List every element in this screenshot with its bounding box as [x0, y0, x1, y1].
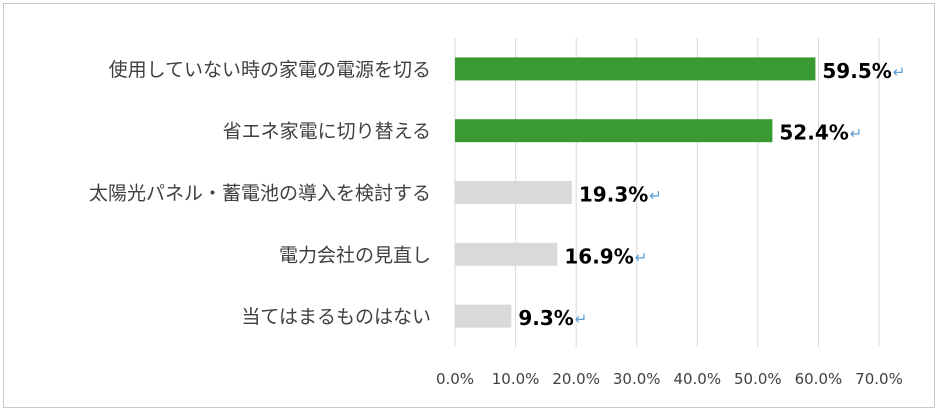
bar	[455, 119, 773, 143]
x-tick-label: 40.0%	[673, 370, 721, 388]
category-labels: 使用していない時の家電の電源を切る省エネ家電に切り替える太陽光パネル・蓄電池の導…	[89, 59, 431, 328]
gridlines	[454, 38, 880, 347]
return-mark-icon: ↵	[649, 187, 662, 205]
bar	[455, 181, 572, 204]
return-mark-icon: ↵	[850, 125, 863, 143]
data-labels: 59.5% ↵52.4% ↵19.3% ↵16.9% ↵9.3% ↵	[518, 59, 905, 330]
x-tick-label: 70.0%	[855, 370, 903, 388]
category-label: 電力会社の見直し	[279, 244, 431, 266]
category-label: 当てはまるものはない	[241, 306, 431, 328]
x-tick-label: 0.0%	[436, 370, 474, 388]
category-label: 使用していない時の家電の電源を切る	[109, 59, 431, 81]
bar	[455, 304, 512, 328]
bars	[455, 57, 816, 328]
x-tick-label: 50.0%	[734, 370, 782, 388]
x-tick-labels: 0.0% 10.0% 20.0% 30.0% 40.0% 50.0% 60.0% 70.0%	[436, 370, 903, 388]
x-tick-label: 30.0%	[613, 370, 661, 388]
data-label: 59.5%	[822, 59, 891, 83]
data-label: 19.3%	[579, 183, 648, 207]
return-mark-icon: ↵	[635, 248, 648, 266]
category-label: 省エネ家電に切り替える	[223, 121, 431, 143]
bar	[455, 57, 816, 81]
category-label: 太陽光パネル・蓄電池の導入を検討する	[89, 183, 431, 205]
data-label: 16.9%	[564, 244, 633, 268]
x-tick-label: 60.0%	[795, 370, 843, 388]
return-mark-icon: ↵	[575, 310, 588, 328]
data-label: 52.4%	[779, 121, 848, 145]
x-tick-label: 10.0%	[492, 370, 540, 388]
data-label: 9.3%	[518, 306, 573, 330]
bar	[455, 242, 558, 266]
return-mark-icon: ↵	[893, 63, 906, 81]
x-tick-label: 20.0%	[552, 370, 600, 388]
